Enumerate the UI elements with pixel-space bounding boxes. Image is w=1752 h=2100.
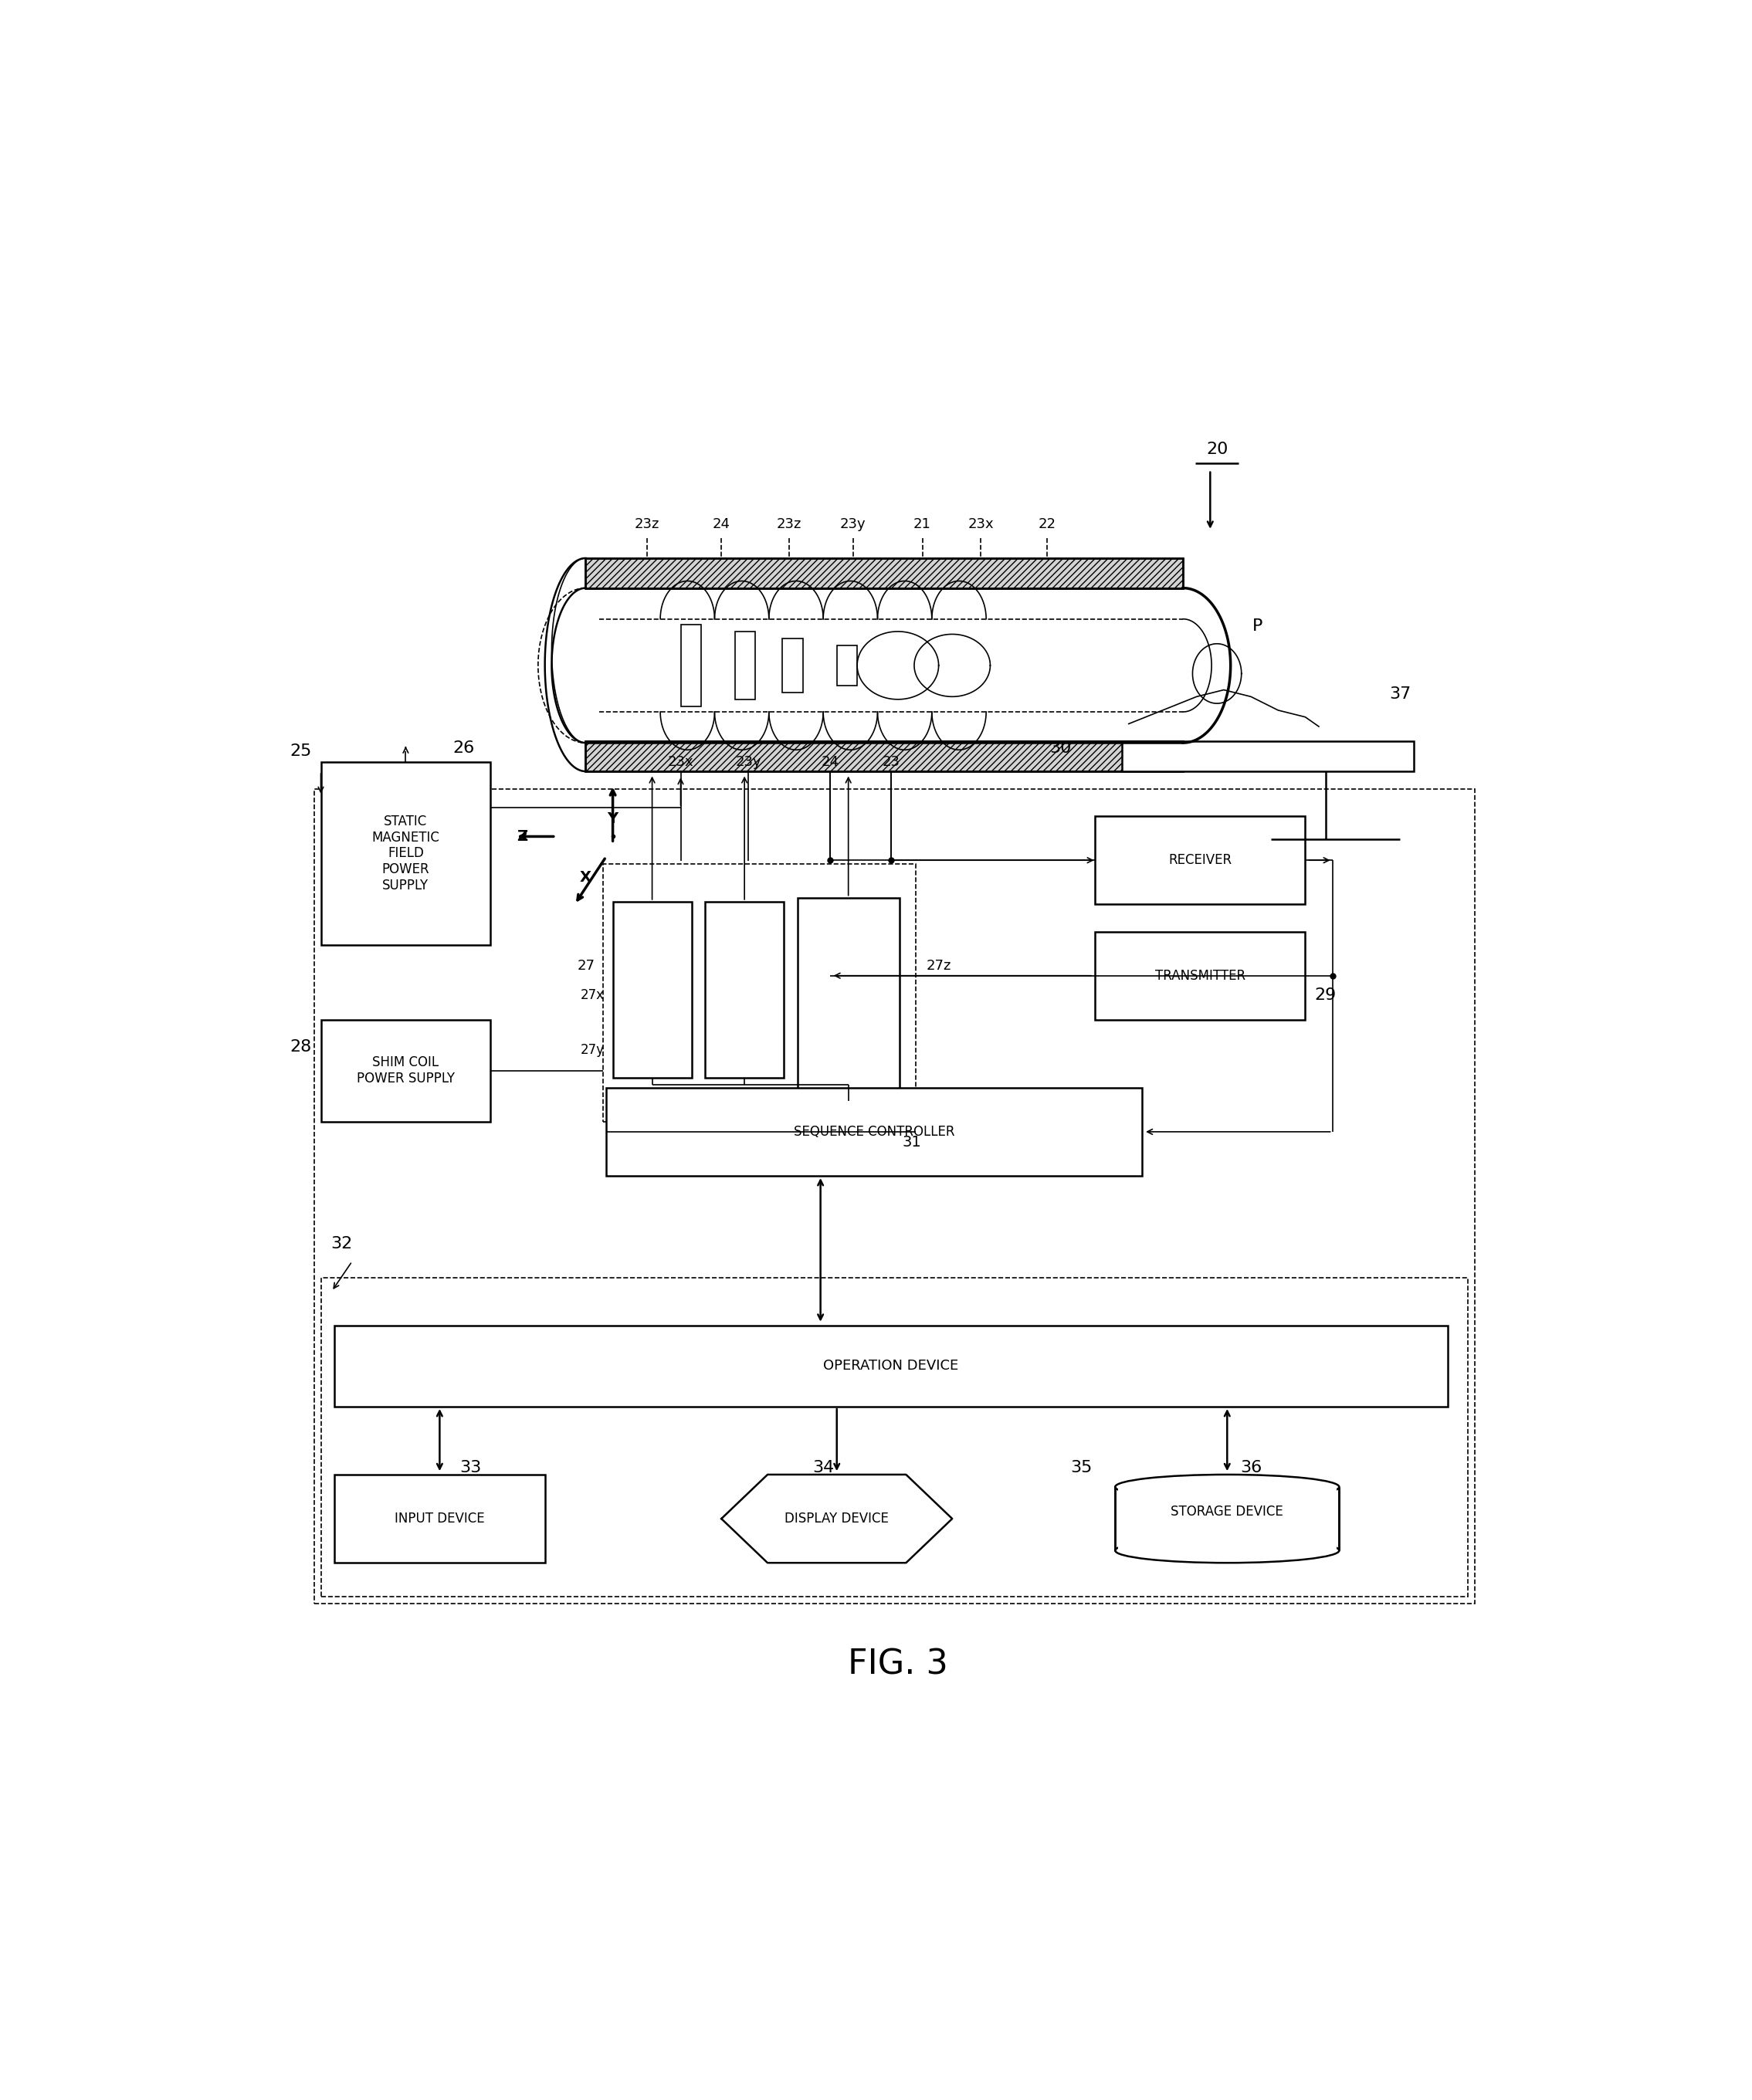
Text: 27x: 27x <box>580 989 604 1002</box>
Bar <box>682 624 701 706</box>
Bar <box>613 901 692 1077</box>
Text: 27z: 27z <box>927 958 951 972</box>
Text: 26: 26 <box>452 741 475 756</box>
Text: INPUT DEVICE: INPUT DEVICE <box>394 1512 485 1527</box>
Text: 24: 24 <box>822 754 839 769</box>
Text: 25: 25 <box>289 743 312 758</box>
Text: FIG. 3: FIG. 3 <box>848 1649 948 1682</box>
Text: 23y: 23y <box>736 754 762 769</box>
Text: 27: 27 <box>578 958 596 972</box>
Text: 31: 31 <box>902 1134 922 1149</box>
Bar <box>321 762 491 945</box>
Text: 23z: 23z <box>776 517 802 531</box>
Text: P: P <box>1253 617 1263 634</box>
Bar <box>1095 932 1305 1021</box>
Text: 34: 34 <box>813 1460 834 1476</box>
Bar <box>783 638 802 693</box>
Bar <box>606 1088 1142 1176</box>
Bar <box>321 1277 1468 1596</box>
Text: OPERATION DEVICE: OPERATION DEVICE <box>823 1359 958 1373</box>
Bar <box>837 645 857 687</box>
Bar <box>1116 1487 1339 1550</box>
Text: SEQUENCE CONTROLLER: SEQUENCE CONTROLLER <box>794 1126 955 1138</box>
Text: STATIC
MAGNETIC
FIELD
POWER
SUPPLY: STATIC MAGNETIC FIELD POWER SUPPLY <box>371 815 440 892</box>
Text: STORAGE DEVICE: STORAGE DEVICE <box>1170 1506 1284 1518</box>
Text: 29: 29 <box>1314 987 1337 1004</box>
Bar <box>736 632 755 699</box>
Text: 23x: 23x <box>967 517 993 531</box>
Bar <box>1332 840 1400 892</box>
Bar <box>335 1474 545 1562</box>
Text: 35: 35 <box>1070 1460 1091 1476</box>
Text: 23x: 23x <box>668 754 694 769</box>
Bar <box>585 741 1183 771</box>
Text: SHIM COIL
POWER SUPPLY: SHIM COIL POWER SUPPLY <box>357 1056 456 1086</box>
Bar <box>321 1021 491 1121</box>
Ellipse shape <box>1116 1474 1339 1499</box>
Bar <box>1332 840 1400 892</box>
Bar <box>704 901 783 1077</box>
Bar <box>585 741 1183 771</box>
Text: DISPLAY DEVICE: DISPLAY DEVICE <box>785 1512 888 1527</box>
Text: 32: 32 <box>331 1237 352 1252</box>
Text: 23y: 23y <box>841 517 865 531</box>
Text: 20: 20 <box>1205 441 1228 458</box>
Text: Z: Z <box>517 830 527 844</box>
Text: 24: 24 <box>713 517 731 531</box>
Text: Y: Y <box>608 811 618 825</box>
Text: X: X <box>580 869 592 884</box>
Text: 30: 30 <box>1049 741 1072 756</box>
Bar <box>585 559 1183 588</box>
Bar <box>1121 741 1414 771</box>
Text: 22: 22 <box>1039 517 1056 531</box>
Ellipse shape <box>1116 1537 1339 1562</box>
Bar <box>585 559 1183 588</box>
Text: RECEIVER: RECEIVER <box>1169 853 1232 867</box>
Text: TRANSMITTER: TRANSMITTER <box>1155 968 1246 983</box>
Text: 36: 36 <box>1240 1460 1261 1476</box>
Bar <box>797 897 899 1100</box>
Text: 37: 37 <box>1389 687 1410 701</box>
Text: 21: 21 <box>913 517 930 531</box>
Bar <box>1118 1487 1337 1550</box>
Text: 28: 28 <box>289 1040 312 1054</box>
Polygon shape <box>722 1474 953 1562</box>
Bar <box>335 1325 1447 1407</box>
Bar <box>314 790 1475 1604</box>
Text: 23: 23 <box>883 754 901 769</box>
Bar <box>603 863 916 1121</box>
Bar <box>1095 817 1305 905</box>
Text: 27y: 27y <box>580 1044 604 1056</box>
Text: 33: 33 <box>459 1460 482 1476</box>
Text: 23z: 23z <box>634 517 659 531</box>
